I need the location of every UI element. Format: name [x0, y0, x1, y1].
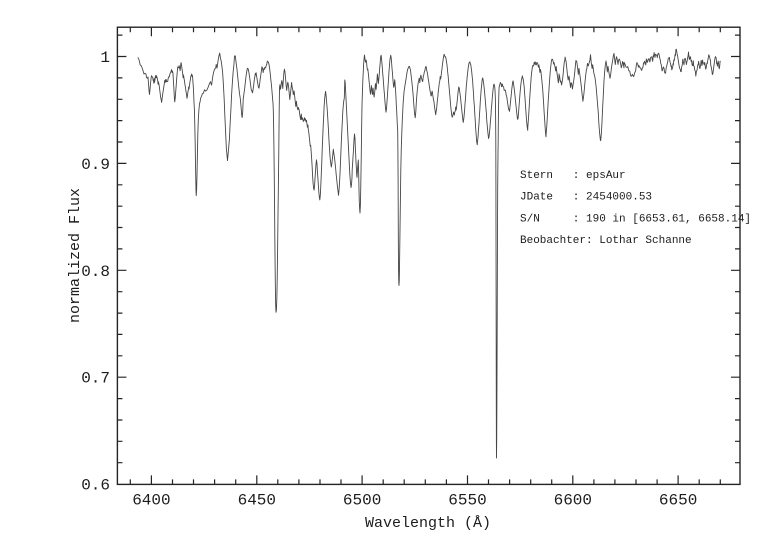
svg-text:S/N : 190 in [6653.61, 665: S/N : 190 in [6653.61, 6658.14]	[520, 213, 751, 225]
svg-text:Wavelength (Å): Wavelength (Å)	[365, 515, 491, 532]
svg-text:1: 1	[100, 49, 110, 67]
svg-text:6450: 6450	[238, 492, 276, 510]
svg-text:Stern : epsAur: Stern : epsAur	[520, 170, 626, 182]
svg-text:normalized Flux: normalized Flux	[67, 188, 84, 323]
svg-text:6550: 6550	[448, 492, 486, 510]
svg-text:0.6: 0.6	[81, 477, 110, 495]
svg-text:0.7: 0.7	[81, 370, 110, 388]
svg-text:0.8: 0.8	[81, 263, 110, 281]
svg-text:0.9: 0.9	[81, 156, 110, 174]
svg-text:JDate : 2454000.53: JDate : 2454000.53	[520, 192, 652, 204]
svg-text:6400: 6400	[132, 492, 170, 510]
svg-text:6500: 6500	[343, 492, 381, 510]
svg-text:Beobachter: Lothar Schanne: Beobachter: Lothar Schanne	[520, 235, 692, 247]
svg-text:6650: 6650	[659, 492, 697, 510]
svg-text:6600: 6600	[554, 492, 592, 510]
